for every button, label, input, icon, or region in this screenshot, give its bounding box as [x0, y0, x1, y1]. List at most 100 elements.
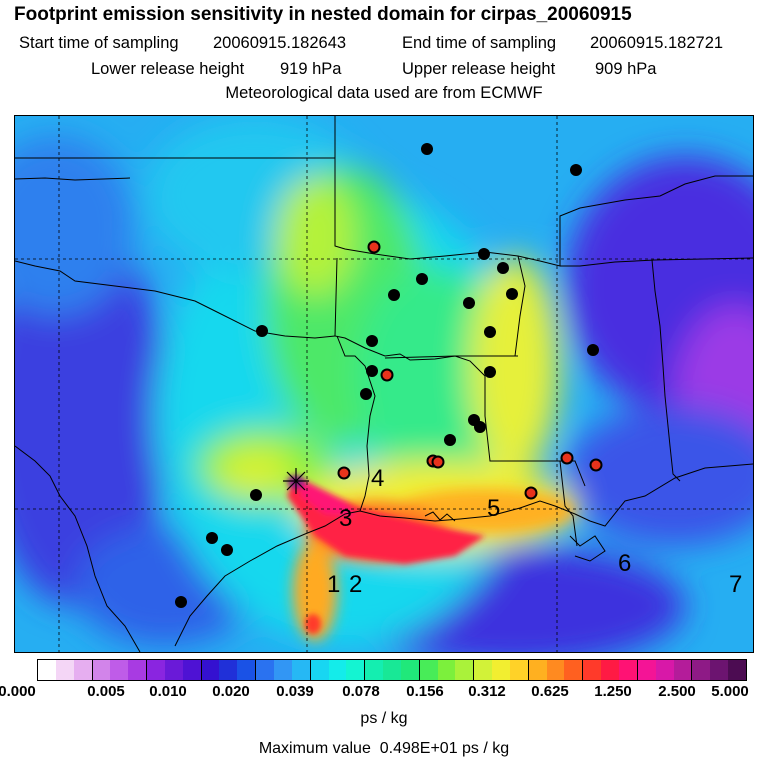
tick-label: 5.000 — [711, 683, 749, 700]
colorbar-swatch — [291, 660, 310, 680]
red-marker — [524, 486, 538, 500]
region-label: 7 — [729, 571, 742, 598]
colorbar-swatch — [364, 660, 384, 680]
max-value-line: Maximum value 0.498E+01 ps / kg — [0, 740, 768, 758]
black-marker — [570, 164, 582, 176]
tick-label: 0.312 — [468, 683, 506, 700]
red-marker — [367, 240, 381, 254]
black-marker — [388, 289, 400, 301]
colorbar-swatch — [255, 660, 274, 680]
colorbar-swatch — [582, 660, 602, 680]
region-label: 1 — [327, 571, 340, 598]
grid-lines — [15, 116, 753, 652]
colorbar-swatch — [546, 660, 565, 680]
tick-label: 0.039 — [276, 683, 314, 700]
red-markers — [337, 240, 603, 500]
colorbar-swatch — [527, 660, 547, 680]
footprint-map: 1 2 3 4 5 6 7 — [14, 115, 754, 653]
region-label: 5 — [487, 495, 500, 522]
colorbar-swatch — [710, 660, 729, 680]
colorbar-swatch — [328, 660, 347, 680]
colorbar-swatch — [418, 660, 438, 680]
colorbar-swatch — [128, 660, 147, 680]
colorbar-swatch — [182, 660, 201, 680]
colorbar-swatch — [655, 660, 674, 680]
colorbar-swatch — [38, 660, 56, 680]
end-time-value: 20060915.182721 — [590, 34, 724, 52]
colorbar-unit: ps / kg — [360, 710, 408, 727]
tick-label: 0.078 — [342, 683, 380, 700]
black-marker — [497, 262, 509, 274]
colorbar — [37, 659, 747, 681]
black-marker — [366, 335, 378, 347]
colorbar-swatch — [237, 660, 256, 680]
sensitivity-field — [15, 116, 753, 652]
region-label: 6 — [618, 550, 631, 577]
black-marker — [484, 326, 496, 338]
colorbar-swatch — [164, 660, 183, 680]
colorbar-swatch — [728, 660, 746, 680]
colorbar-swatch — [437, 660, 456, 680]
colorbar-swatch — [200, 660, 220, 680]
black-marker — [478, 248, 490, 260]
colorbar-swatch — [91, 660, 111, 680]
red-marker — [560, 451, 574, 465]
tick-label: 0.020 — [212, 683, 250, 700]
colorbar-swatch — [636, 660, 656, 680]
red-marker — [589, 458, 603, 472]
tick-label: 2.500 — [658, 683, 696, 700]
colorbar-swatch — [309, 660, 329, 680]
colorbar-swatch — [273, 660, 292, 680]
colorbar-swatch — [110, 660, 129, 680]
colorbar-swatch — [219, 660, 238, 680]
red-marker — [431, 455, 445, 469]
lower-height-value: 919 hPa — [280, 60, 342, 78]
black-marker — [587, 344, 599, 356]
black-marker — [506, 288, 518, 300]
colorbar-swatch — [601, 660, 619, 680]
colorbar-swatch — [346, 660, 365, 680]
black-marker — [366, 365, 378, 377]
region-labels: 1 2 3 4 5 6 7 — [327, 465, 742, 598]
tick-label: 1.250 — [594, 683, 632, 700]
black-marker — [463, 297, 475, 309]
crosshair-icon — [283, 468, 309, 494]
tick-label: 0.010 — [149, 683, 187, 700]
coastline — [15, 445, 753, 652]
colorbar-ticks: 0.000 0.005 0.010 0.020 0.039 0.078 0.15… — [0, 683, 768, 703]
black-marker — [484, 366, 496, 378]
colorbar-swatch — [509, 660, 528, 680]
red-marker — [380, 368, 394, 382]
black-marker — [206, 532, 218, 544]
black-marker — [360, 388, 372, 400]
region-label: 2 — [349, 571, 362, 598]
black-marker — [421, 143, 433, 155]
tick-label: 0.625 — [531, 683, 569, 700]
region-label: 3 — [339, 505, 352, 532]
red-marker — [337, 466, 351, 480]
colorbar-swatch — [691, 660, 711, 680]
colorbar-swatch — [400, 660, 419, 680]
plot-title: Footprint emission sensitivity in nested… — [14, 4, 632, 25]
start-time-value: 20060915.182643 — [213, 34, 347, 52]
black-marker — [474, 421, 486, 433]
colorbar-swatch — [455, 660, 474, 680]
colorbar-swatch — [673, 660, 692, 680]
colorbar-swatch — [492, 660, 510, 680]
start-time-label: Start time of sampling — [19, 34, 179, 52]
max-value-label: Maximum value — [258, 740, 371, 757]
region-label: 4 — [371, 465, 384, 492]
tick-label: 0.005 — [87, 683, 125, 700]
colorbar-swatch — [73, 660, 92, 680]
black-marker — [250, 489, 262, 501]
colorbar-swatch — [619, 660, 637, 680]
black-marker — [175, 596, 187, 608]
map-canvas: 1 2 3 4 5 6 7 — [15, 116, 753, 652]
colorbar-swatch — [55, 660, 74, 680]
black-marker — [221, 544, 233, 556]
met-data-note: Meteorological data used are from ECMWF — [225, 84, 543, 102]
tick-label: 0.156 — [406, 683, 444, 700]
lower-height-label: Lower release height — [91, 60, 245, 78]
upper-height-value: 909 hPa — [595, 60, 657, 78]
black-marker — [416, 273, 428, 285]
